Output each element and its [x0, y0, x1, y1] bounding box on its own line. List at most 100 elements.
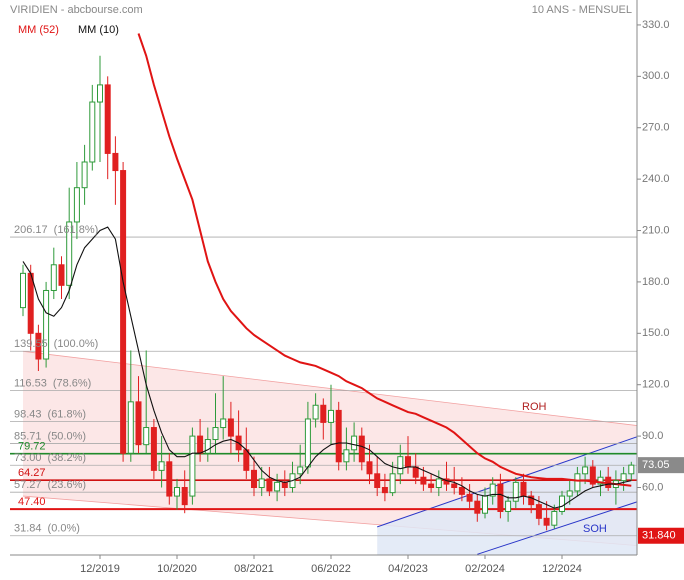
- level-price: 139.55: [14, 338, 48, 350]
- candle-body: [628, 464, 635, 475]
- candle-body: [420, 476, 427, 485]
- candle-body: [204, 439, 211, 454]
- plot-layer: [10, 33, 637, 531]
- candle-body: [43, 289, 50, 360]
- candle-body: [512, 481, 519, 502]
- candle-body: [351, 435, 358, 451]
- candle-body: [528, 495, 535, 506]
- channel-line: [477, 501, 638, 555]
- candle-body: [174, 487, 180, 497]
- candle-body: [258, 478, 265, 489]
- candle-body: [27, 272, 34, 334]
- level-price: 85.71: [14, 430, 42, 442]
- candle-body: [266, 478, 273, 492]
- candle-body: [597, 476, 604, 485]
- level-ratio: (61.8%): [48, 409, 87, 421]
- moving-average: [137, 33, 632, 487]
- candle-body: [150, 427, 157, 471]
- candle-body: [227, 418, 234, 437]
- level-ratio: (78.6%): [53, 378, 92, 390]
- moving-average: [22, 226, 632, 509]
- candle-body: [559, 495, 565, 512]
- channel-label: ROH: [522, 401, 547, 413]
- candle-body: [535, 504, 542, 519]
- candle-body: [320, 404, 327, 423]
- level-price: 73.00: [14, 452, 42, 464]
- candle-body: [474, 500, 481, 514]
- x-tick-label: 06/2022: [311, 563, 351, 575]
- level-price: 206.17: [14, 224, 48, 236]
- level-ratio: (100.0%): [54, 338, 99, 350]
- y-tick-label: 330.0: [642, 19, 670, 31]
- candle-body: [574, 473, 581, 492]
- candle-body: [589, 466, 596, 485]
- y-tick-label: 270.0: [642, 122, 670, 134]
- candle-body: [397, 456, 404, 475]
- candle-body: [505, 500, 512, 512]
- level-label: 116.53 (78.6%): [14, 378, 91, 390]
- candle-body: [582, 466, 589, 475]
- candle-body: [166, 461, 173, 497]
- candle-body: [358, 435, 365, 463]
- x-tick-label: 12/2024: [542, 563, 582, 575]
- candle-body: [489, 483, 496, 497]
- candle-body: [543, 517, 550, 526]
- level-label: 139.55 (100.0%): [14, 338, 98, 350]
- x-tick-label: 10/2020: [157, 563, 197, 575]
- candle-body: [181, 487, 188, 506]
- level-label: 85.71 (50.0%): [14, 430, 86, 442]
- candle-body: [458, 487, 465, 495]
- price-box: [638, 457, 684, 474]
- x-tick-label: 02/2024: [465, 563, 505, 575]
- price-box-label: 73.05: [642, 459, 670, 471]
- support-label: 79.72: [18, 441, 46, 453]
- chart-subtitle: 10 ANS - MENSUEL: [532, 4, 632, 16]
- level-price: 116.53: [14, 378, 47, 390]
- channel-line: [377, 436, 638, 528]
- candle-body: [366, 461, 373, 475]
- y-tick-label: 240.0: [642, 173, 670, 185]
- candle-body: [197, 435, 204, 454]
- candle-body: [220, 418, 227, 429]
- candle-body: [374, 473, 381, 488]
- level-ratio: (161.8%): [54, 224, 99, 236]
- candle-body: [466, 493, 473, 502]
- candle-body: [120, 170, 127, 454]
- candle-body: [212, 427, 219, 441]
- candle-body: [104, 84, 111, 154]
- level-ratio: (0.0%): [48, 523, 80, 535]
- candle-body: [497, 483, 504, 512]
- candle-body: [381, 487, 388, 494]
- candle-body: [50, 264, 57, 291]
- x-tick-label: 08/2021: [234, 563, 274, 575]
- level-label: 98.43 (61.8%): [14, 409, 86, 421]
- candle-body: [89, 101, 96, 163]
- channel-label: SOH: [583, 523, 607, 535]
- candle-body: [405, 456, 411, 468]
- level-ratio: (38.2%): [48, 452, 87, 464]
- support-label: 47.40: [18, 496, 46, 508]
- level-label: 206.17 (161.8%): [14, 224, 98, 236]
- y-tick-label: 60.0: [642, 481, 663, 493]
- candle-body: [312, 404, 319, 420]
- candle-body: [551, 510, 558, 526]
- y-tick-label: 150.0: [642, 327, 670, 339]
- candle-body: [20, 272, 26, 309]
- y-tick-label: 120.0: [642, 379, 670, 391]
- support-label: 64.27: [18, 467, 46, 479]
- candle-body: [158, 461, 165, 471]
- candle-body: [281, 481, 288, 489]
- candle-body: [189, 435, 196, 497]
- candle-body: [389, 473, 396, 494]
- candle-body: [251, 469, 257, 488]
- candle-body: [566, 490, 573, 497]
- price-box-label: 31.840: [642, 530, 676, 542]
- candle-body: [620, 473, 627, 482]
- level-ratio: (23.6%): [48, 479, 87, 491]
- label-layer: ROH SOH 206.17 (161.8%) 139.55 (100.0%) 116.53…: [10, 0, 684, 575]
- legend-entry: MM (10): [78, 24, 119, 36]
- chart-title: VIRIDIEN - abcbourse.com: [10, 4, 143, 16]
- candle-body: [304, 418, 311, 468]
- level-ratio: (50.0%): [48, 430, 87, 442]
